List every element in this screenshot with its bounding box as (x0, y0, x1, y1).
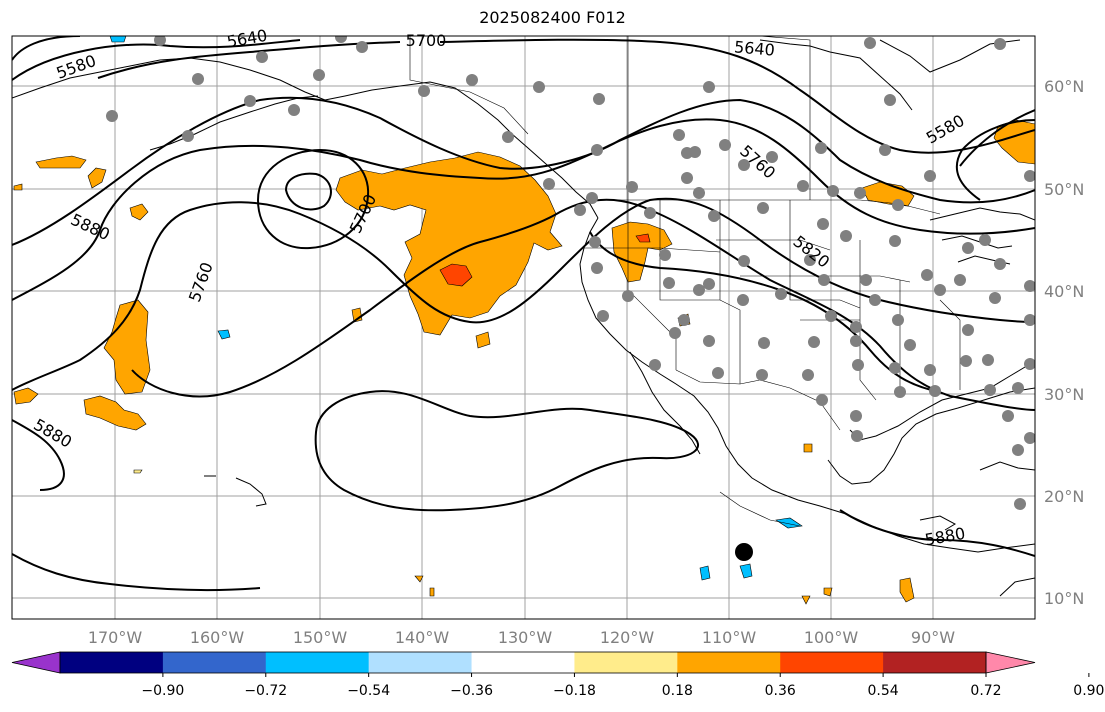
contour-label: 5640 (733, 37, 775, 59)
contour-label: 5580 (923, 111, 968, 148)
colorbar-tick-label: −0.54 (347, 683, 390, 699)
anomaly-shading (13, 36, 1035, 605)
contour-label: 5640 (225, 26, 268, 52)
lat-tick-label: 50°N (1044, 180, 1084, 199)
colorbar-segment (883, 652, 987, 673)
colorbar-tick-label: −0.90 (141, 683, 184, 699)
colorbar-tick-label: 0.72 (970, 683, 1001, 699)
colorbar-tick-label: −0.36 (450, 683, 493, 699)
grid-lines (12, 36, 1035, 619)
map-title: 2025082400 F012 (479, 8, 626, 27)
lon-tick-label: 110°W (702, 628, 757, 647)
contour-label: 5700 (406, 31, 447, 50)
lon-tick-label: 160°W (190, 628, 245, 647)
lon-tick-label: 120°W (600, 628, 655, 647)
event-marker (735, 543, 753, 561)
lon-tick-label: 100°W (804, 628, 859, 647)
map-frame (11, 35, 1036, 620)
lon-tick-label: 140°W (395, 628, 450, 647)
lon-tick-label: 170°W (88, 628, 143, 647)
colorbar-tick-label: 0.36 (765, 683, 796, 699)
colorbar-segment (677, 652, 781, 673)
latitude-labels: 60°N 50°N 40°N 30°N 20°N 10°N (1044, 77, 1084, 608)
political-borders (409, 36, 961, 527)
lat-tick-label: 20°N (1044, 487, 1084, 506)
colorbar-tick-label: 0.54 (868, 683, 899, 699)
colorbar-tick-label: 0.90 (1073, 683, 1104, 699)
contour-label: 5880 (923, 524, 966, 550)
contour-label: 5580 (54, 51, 99, 83)
longitude-labels: 170°W 160°W 150°W 140°W 130°W 120°W 110°… (88, 628, 955, 647)
colorbar-extend-high (985, 651, 1036, 674)
colorbar-outline (59, 651, 987, 674)
colorbar-segment (471, 652, 575, 673)
lat-tick-label: 40°N (1044, 282, 1084, 301)
contour-label: 5880 (30, 415, 75, 452)
colorbar-segment (574, 652, 678, 673)
colorbar-segment (265, 652, 370, 673)
lat-tick-label: 10°N (1044, 589, 1084, 608)
colorbar-segment (368, 652, 473, 673)
geopotential-contours (12, 36, 1035, 592)
colorbar: −0.90 −0.72 −0.54 −0.36 −0.18 0.18 0.36 0.54 0.7… (11, 651, 1104, 699)
lon-tick-label: 150°W (293, 628, 348, 647)
lat-tick-label: 60°N (1044, 77, 1084, 96)
colorbar-segment (162, 652, 267, 673)
station-markers (106, 36, 1035, 510)
colorbar-segment (780, 652, 884, 673)
colorbar-extend-low (11, 651, 61, 674)
colorbar-tick-label: −0.72 (244, 683, 287, 699)
coastlines (12, 39, 1035, 597)
lon-tick-label: 90°W (911, 628, 955, 647)
colorbar-tick-label: −0.18 (553, 683, 596, 699)
colorbar-segment (60, 652, 164, 673)
contour-label: 5760 (185, 260, 217, 305)
lat-tick-label: 30°N (1044, 385, 1084, 404)
colorbar-tick-label: 0.18 (662, 683, 693, 699)
lon-tick-label: 130°W (498, 628, 553, 647)
